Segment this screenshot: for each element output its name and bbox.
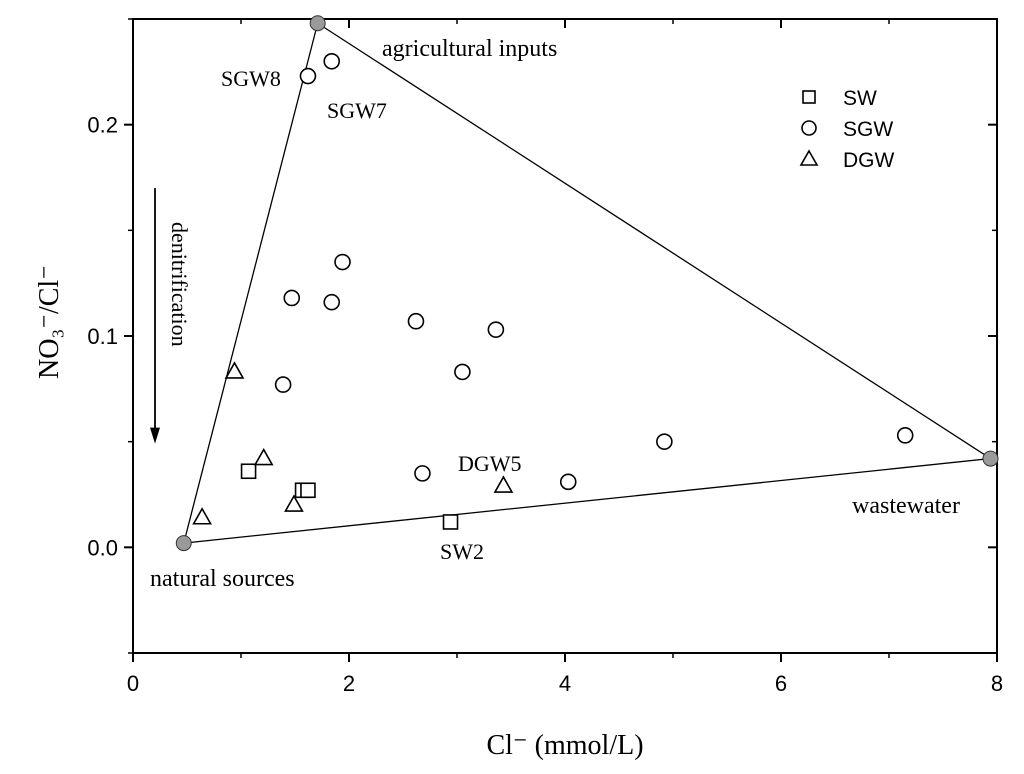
sgw-point <box>323 52 341 70</box>
sgw-point <box>414 465 431 482</box>
sgw-point <box>283 289 301 307</box>
legend-sgw-symbol <box>801 120 817 136</box>
sgw-point <box>656 433 673 450</box>
point-label-sw2: SW2 <box>440 539 484 564</box>
sgw-point <box>323 293 341 311</box>
denitrification-arrow <box>150 188 160 444</box>
legend-dgw-label: DGW <box>843 149 895 172</box>
x-tick-label: 8 <box>991 671 1003 696</box>
sgw-point <box>487 321 505 338</box>
data-points <box>192 52 914 530</box>
end-member-label-agricultural: agricultural inputs <box>382 36 557 62</box>
sgw-point <box>896 427 914 444</box>
sgw-point <box>559 473 577 491</box>
y-tick-label: 0.1 <box>87 324 118 349</box>
y-tick-label: 0.2 <box>87 113 118 138</box>
x-tick-label: 6 <box>775 671 787 696</box>
legend-sw-symbol <box>802 90 816 104</box>
sw-point <box>240 463 257 480</box>
point-label-sgw7: SGW7 <box>327 98 387 123</box>
axis-ticks: 0 2 4 6 8 0.0 0.1 0.2 <box>87 18 1003 696</box>
dgw-point <box>284 494 304 512</box>
x-tick-label: 2 <box>343 671 355 696</box>
dgw-point <box>253 447 274 466</box>
end-member-label-wastewater: wastewater <box>852 493 960 519</box>
x-tick-label: 4 <box>559 671 571 696</box>
dgw-point <box>224 361 245 379</box>
y-axis-title: NO₃⁻/Cl⁻ <box>34 265 65 379</box>
point-label-dgw5: DGW5 <box>458 451 522 476</box>
x-axis-title: Cl⁻ (mmol/L) <box>486 730 643 761</box>
dgw-point <box>192 507 212 525</box>
sgw-point <box>299 67 317 85</box>
end-member-point <box>175 535 192 552</box>
sgw-point <box>334 253 351 271</box>
x-tick-label: 0 <box>127 671 139 696</box>
legend-sw-label: SW <box>843 87 877 110</box>
dgw-point <box>493 475 514 493</box>
end-member-label-natural: natural sources <box>150 566 295 592</box>
sgw-point <box>407 312 425 330</box>
arrow-head <box>150 427 160 444</box>
sgw-point <box>274 376 292 393</box>
end-member-point <box>982 450 999 467</box>
legend-dgw-symbol <box>799 149 819 166</box>
sw-point <box>442 514 459 530</box>
point-label-sgw8: SGW8 <box>221 66 281 91</box>
mixing-triangle-outline <box>182 22 993 544</box>
end-member-point <box>309 15 326 32</box>
mixing-triangle <box>175 15 999 552</box>
denitrification-label: denitrification <box>167 222 192 347</box>
sgw-point <box>454 363 471 381</box>
legend-sgw-label: SGW <box>843 118 893 141</box>
y-tick-label: 0.0 <box>87 535 118 560</box>
legend: SW SGW DGW <box>799 87 895 172</box>
plot-frame <box>132 18 998 654</box>
sw-point <box>300 482 316 499</box>
